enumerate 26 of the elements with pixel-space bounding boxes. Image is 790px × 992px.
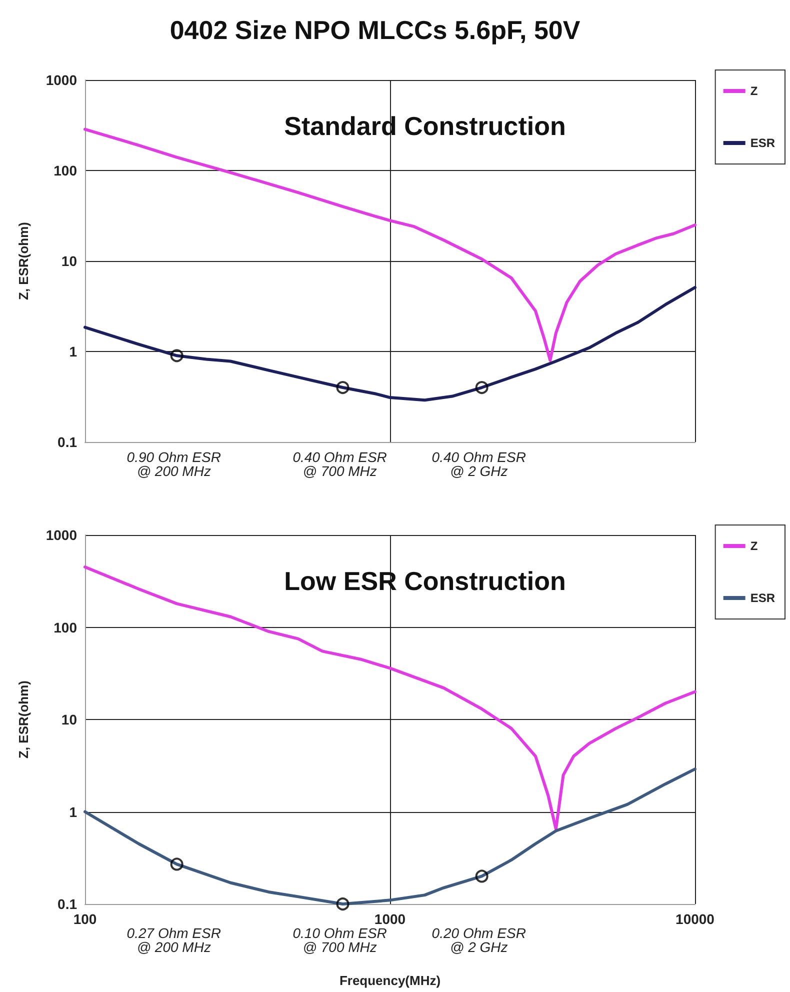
x-axis-title: Frequency(MHz) <box>339 973 441 988</box>
text: 0.40 Ohm ESR @ 2 GHz <box>432 449 526 479</box>
text: 0.40 Ohm ESR @ 700 MHz <box>292 449 387 479</box>
text: 0.10 Ohm ESR @ 700 MHz <box>292 925 387 955</box>
y-tick-label: 100 <box>54 619 78 636</box>
y-tick-label: 0.1 <box>58 434 78 450</box>
y-tick-label: 0.1 <box>58 896 78 912</box>
y-axis-title: Z, ESR(ohm) <box>16 680 31 758</box>
chart-title: 0402 Size NPO MLCCs 5.6pF, 50V <box>170 15 581 45</box>
text: 0.27 Ohm ESR @ 200 MHz <box>126 925 221 955</box>
y-tick-label: 1 <box>69 804 78 820</box>
legend-label: ESR <box>750 136 776 150</box>
text: 0.90 Ohm ESR @ 200 MHz <box>126 449 221 479</box>
x-tick-label: 10000 <box>676 911 715 927</box>
y-tick-label: 10 <box>61 712 78 728</box>
legend-label: Z <box>750 84 758 98</box>
y-axis-title: Z, ESR(ohm) <box>16 222 31 300</box>
y-tick-label: 1 <box>69 344 78 360</box>
legend-label: ESR <box>750 591 776 605</box>
y-tick-label: 1000 <box>46 72 78 88</box>
y-tick-label: 10 <box>61 253 78 269</box>
text: 0.20 Ohm ESR @ 2 GHz <box>432 925 526 955</box>
y-tick-label: 1000 <box>46 527 78 543</box>
x-tick-label: 1000 <box>374 911 406 927</box>
y-tick-label: 100 <box>54 162 78 178</box>
legend-label: Z <box>750 539 758 553</box>
